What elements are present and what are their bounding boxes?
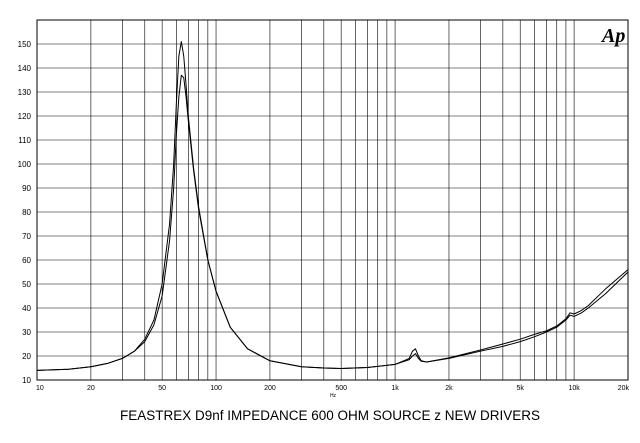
y-tick-label: 40 (22, 304, 31, 313)
x-tick-label: 500 (335, 385, 347, 392)
x-tick-label: 200 (264, 385, 276, 392)
x-tick-label: 20 (87, 385, 95, 392)
y-axis-ticks: 10 20 30 40 50 60 70 80 90 100 110 120 130 140 150 (18, 40, 32, 385)
x-tick-label: 5k (517, 385, 525, 392)
x-tick-label: 10k (568, 385, 580, 392)
x-axis-unit-label: Hz (330, 393, 337, 399)
y-tick-label: 90 (22, 184, 31, 193)
y-tick-label: 150 (18, 40, 32, 49)
chart-caption: FEASTREX D9nf IMPEDANCE 600 OHM SOURCE z… (120, 408, 540, 423)
y-tick-label: 130 (18, 88, 32, 97)
impedance-series-line-2 (36, 74, 629, 371)
y-tick-label: 20 (22, 352, 31, 361)
y-tick-label: 120 (18, 112, 32, 121)
y-tick-label: 50 (22, 280, 31, 289)
x-tick-label: 20k (618, 385, 630, 392)
ap-logo: Ap (600, 25, 625, 47)
y-tick-label: 70 (22, 232, 31, 241)
x-tick-label: 1k (391, 385, 399, 392)
y-tick-label: 80 (22, 208, 31, 217)
x-tick-label: 10 (36, 385, 44, 392)
x-tick-label: 50 (158, 385, 166, 392)
y-tick-label: 30 (22, 328, 31, 337)
x-tick-label: 2k (445, 385, 453, 392)
y-tick-label: 60 (22, 256, 31, 265)
y-tick-label: 140 (18, 64, 32, 73)
x-tick-label: 100 (210, 385, 222, 392)
y-tick-label: 100 (18, 160, 32, 169)
plot-frame (36, 19, 629, 381)
y-tick-label: 10 (22, 376, 31, 385)
y-tick-label: 110 (18, 136, 31, 145)
series-group (36, 41, 629, 371)
chart-grid (37, 20, 628, 380)
impedance-series-line-1 (36, 41, 629, 371)
x-axis-ticks: 10 20 50 100 200 500 1k 2k 5k 10k 20k (36, 385, 629, 392)
